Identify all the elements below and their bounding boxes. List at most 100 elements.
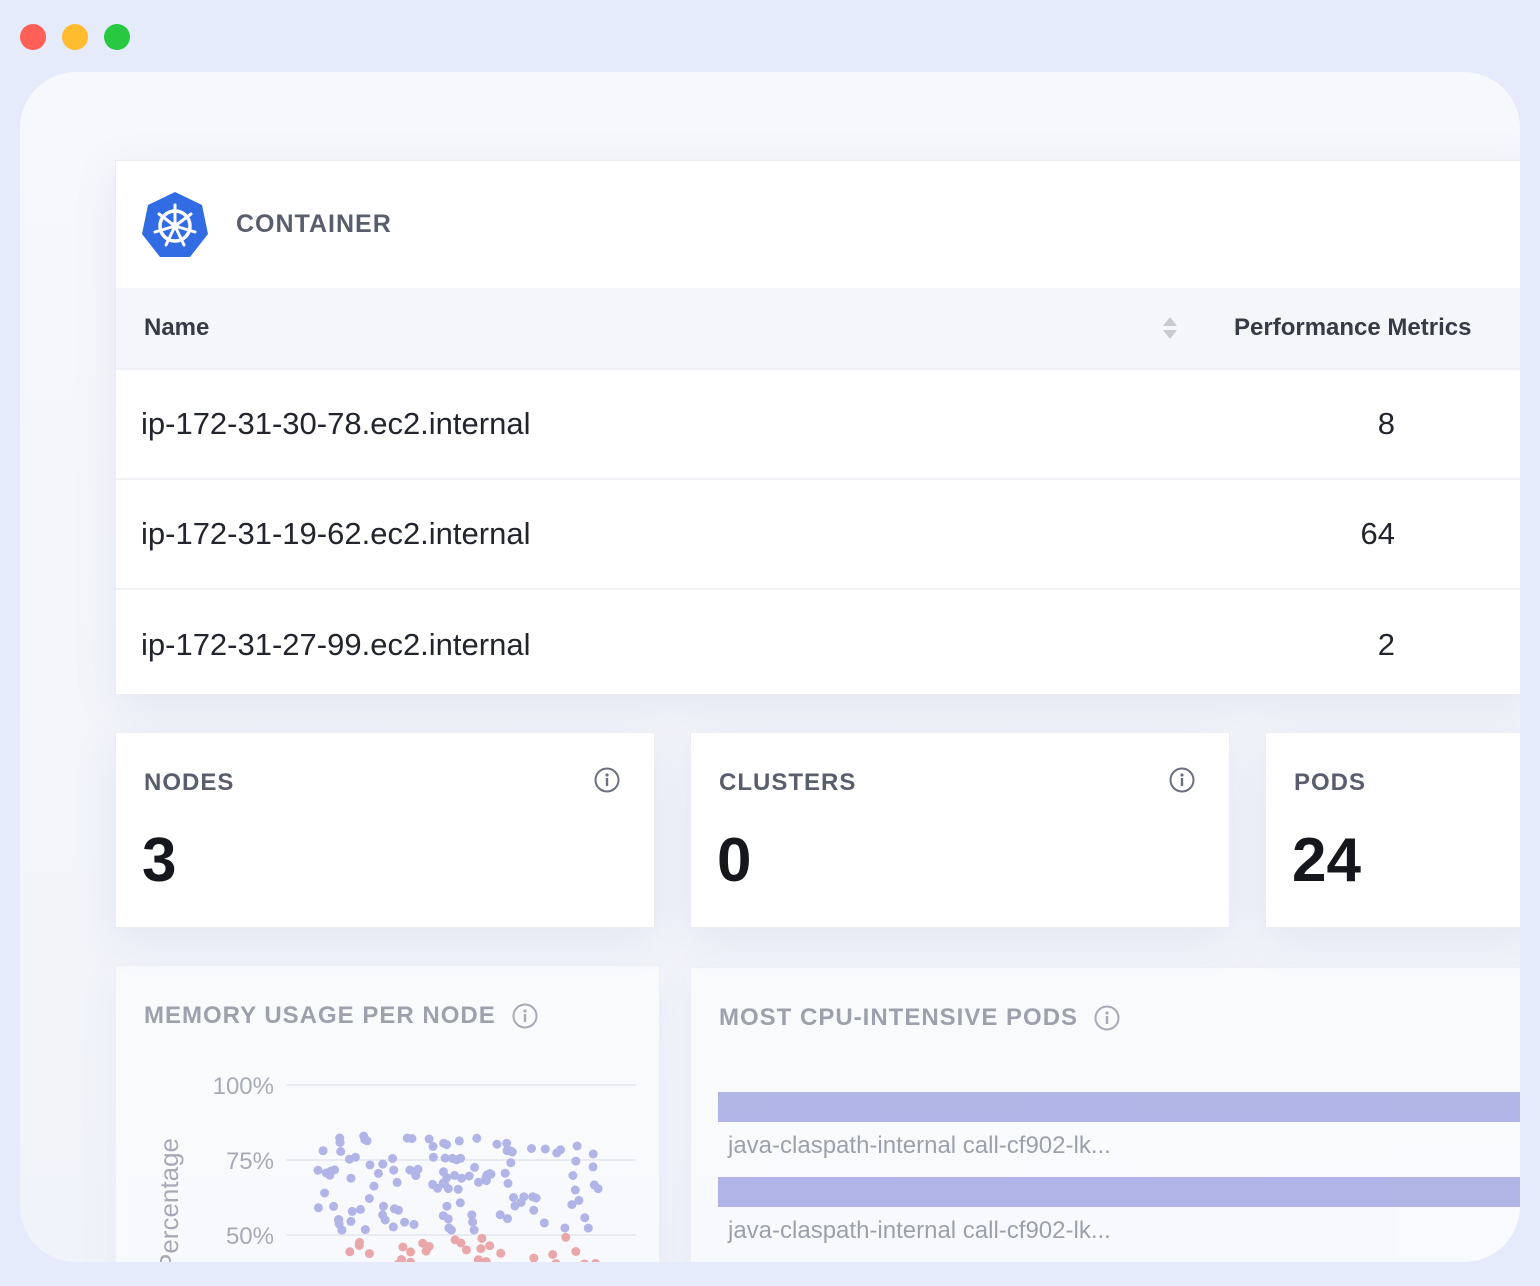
maximize-window-button[interactable] (104, 24, 130, 50)
scatter-point (388, 1222, 398, 1232)
scatter-point (453, 1184, 463, 1194)
pod-cpu-bar[interactable] (718, 1177, 1520, 1207)
scatter-point (347, 1206, 357, 1216)
pod-label: java-claspath-internal call-cf902-lk... (728, 1132, 1111, 1159)
scatter-point (333, 1215, 343, 1225)
clusters-label: CLUSTERS (719, 769, 857, 796)
scatter-point (360, 1225, 370, 1235)
scatter-point (470, 1162, 480, 1172)
scatter-point (411, 1171, 421, 1181)
scatter-point (571, 1247, 581, 1256)
scatter-point (561, 1232, 571, 1242)
scatter-point (439, 1138, 449, 1148)
scatter-point (457, 1173, 467, 1183)
scatter-point (428, 1152, 438, 1162)
cpu-pods-title: MOST CPU-INTENSIVE PODS (719, 1004, 1079, 1031)
info-icon[interactable] (512, 1003, 538, 1029)
scatter-point (456, 1238, 466, 1248)
kubernetes-icon (142, 191, 208, 257)
column-header-name[interactable]: Name (144, 314, 210, 341)
row-value: 2 (1377, 627, 1395, 662)
row-value: 8 (1377, 406, 1395, 441)
scatter-point (450, 1170, 460, 1180)
scatter-point (337, 1225, 347, 1235)
scatter-point (570, 1185, 580, 1195)
scatter-point (560, 1223, 570, 1233)
scatter-point (588, 1162, 598, 1172)
cpu-intensive-pods-card: MOST CPU-INTENSIVE PODS java-claspath-in… (690, 967, 1520, 1262)
scatter-point (439, 1167, 448, 1177)
scatter-point (506, 1158, 516, 1168)
y-tick-label: 75% (226, 1148, 274, 1175)
memory-usage-card: MEMORY USAGE PER NODE Percentage 100% 75… (115, 965, 660, 1262)
scatter-point (492, 1139, 502, 1149)
y-axis-label: Percentage (154, 1138, 184, 1262)
scatter-point (364, 1194, 374, 1203)
scatter-point (321, 1168, 331, 1178)
scatter-point (574, 1195, 584, 1205)
scatter-point (500, 1168, 510, 1178)
container-title: CONTAINER (236, 210, 392, 238)
scatter-point (455, 1198, 465, 1208)
scatter-point (568, 1171, 578, 1180)
y-tick-label: 100% (213, 1073, 274, 1100)
scatter-point (397, 1255, 406, 1262)
scatter-point (329, 1201, 339, 1211)
scatter-point (529, 1253, 539, 1262)
scatter-point (589, 1180, 599, 1190)
scatter-point (446, 1225, 456, 1235)
scatter-point (379, 1201, 388, 1211)
app-window: CONTAINER Name Performance Metrics ip-17… (20, 72, 1520, 1262)
scatter-point (398, 1242, 408, 1252)
container-header: CONTAINER (116, 161, 1520, 288)
table-header: Name Performance Metrics (116, 288, 1520, 370)
pod-label: java-claspath-internal call-cf902-lk... (728, 1217, 1111, 1244)
table-row[interactable]: ip-172-31-27-99.ec2.internal 2 (116, 590, 1520, 700)
close-window-button[interactable] (20, 24, 46, 50)
info-icon[interactable] (1169, 767, 1195, 793)
pod-cpu-bar[interactable] (718, 1092, 1520, 1122)
sort-icon[interactable] (1162, 315, 1178, 341)
table-row[interactable]: ip-172-31-30-78.ec2.internal 8 (116, 370, 1520, 480)
scatter-point (318, 1146, 328, 1156)
row-name: ip-172-31-19-62.ec2.internal (141, 516, 531, 551)
scatter-point (464, 1171, 474, 1181)
column-header-performance-metrics[interactable]: Performance Metrics (1234, 314, 1472, 341)
scatter-point (571, 1156, 581, 1166)
memory-scatter-chart: Percentage 100% 75% 50% (154, 1073, 636, 1262)
table-row[interactable]: ip-172-31-19-62.ec2.internal 64 (116, 480, 1520, 590)
scatter-point (421, 1246, 431, 1256)
pods-value: 24 (1292, 826, 1361, 895)
scatter-point (454, 1136, 464, 1146)
clusters-value: 0 (717, 826, 752, 895)
memory-usage-title-row: MEMORY USAGE PER NODE (144, 1002, 538, 1030)
scatter-point (468, 1217, 478, 1227)
scatter-point (548, 1250, 558, 1259)
scatter-point (481, 1257, 491, 1262)
scatter-point (442, 1201, 452, 1211)
scatter-point (400, 1217, 410, 1227)
scatter-point (481, 1176, 491, 1186)
scatter-point (503, 1214, 512, 1224)
scatter-point (495, 1210, 505, 1220)
pods-label: PODS (1294, 769, 1367, 796)
scatter-point (345, 1247, 355, 1257)
cpu-pods-title-row: MOST CPU-INTENSIVE PODS (719, 1004, 1120, 1032)
scatter-point (509, 1193, 518, 1202)
scatter-point (572, 1141, 582, 1151)
scatter-point (502, 1138, 512, 1148)
scatter-point (378, 1159, 388, 1169)
scatter-point (418, 1238, 428, 1248)
scatter-point (350, 1152, 360, 1162)
scatter-point (580, 1213, 590, 1223)
scatter-point (472, 1133, 482, 1143)
scatter-point (356, 1204, 365, 1214)
scatter-point (474, 1177, 483, 1187)
minimize-window-button[interactable] (62, 24, 88, 50)
scatter-point (469, 1225, 479, 1235)
row-name: ip-172-31-30-78.ec2.internal (141, 406, 531, 441)
scatter-point (473, 1255, 483, 1262)
info-icon[interactable] (1094, 1005, 1120, 1031)
info-icon[interactable] (594, 767, 620, 793)
scatter-point (503, 1178, 513, 1188)
